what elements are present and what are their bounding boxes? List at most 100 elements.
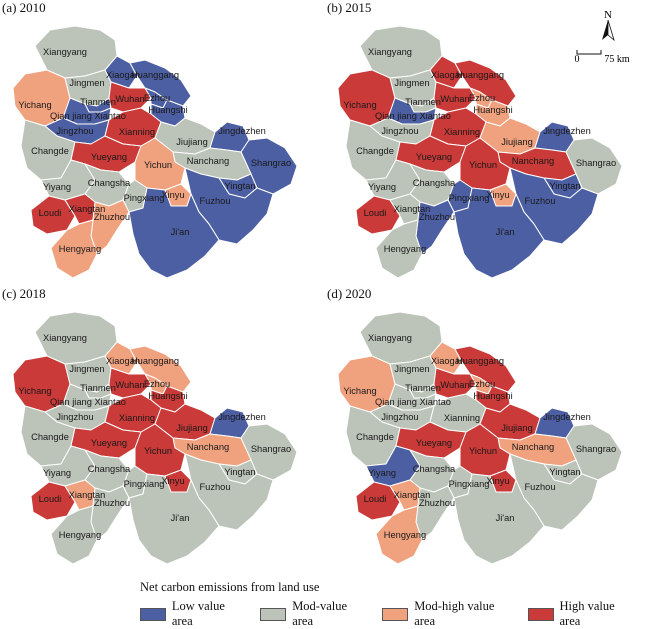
legend-label: High value area	[559, 599, 615, 628]
label-yueyang: Yueyang	[91, 152, 127, 162]
label-yichun: Yichun	[144, 446, 172, 456]
label-xiangyang: Xiangyang	[368, 333, 412, 343]
label-ezhou: Ezhou	[144, 379, 170, 389]
label-changsha: Changsha	[88, 178, 131, 188]
panel-title: (a) 2010	[2, 0, 46, 15]
region-hengyang	[375, 219, 423, 279]
label-yichang: Yichang	[18, 386, 51, 396]
label-yichang: Yichang	[343, 386, 376, 396]
label-xiangyang: Xiangyang	[43, 47, 87, 57]
label-changsha: Changsha	[413, 464, 456, 474]
label-xinyu: Xinyu	[161, 476, 184, 486]
label-yingtan: Yingtan	[549, 181, 580, 191]
label-yichang: Yichang	[343, 100, 376, 110]
label-xianning: Xianning	[444, 413, 480, 423]
map-panel-2015: (b) 2015 Xiangyang Yichang Jingmen Xiaogan H…	[325, 0, 650, 290]
label-fuzhou: Fuzhou	[199, 482, 230, 492]
label-xiaogan: Xiaogan	[431, 356, 465, 366]
label-ezhou: Ezhou	[469, 93, 495, 103]
label-xiaogan: Xiaogan	[106, 70, 140, 80]
legend-title: Net carbon emissions from land use	[140, 580, 320, 594]
label-wuhan: Wuhan	[115, 380, 144, 390]
label-hengyang: Hengyang	[59, 530, 101, 540]
region-jian	[453, 473, 545, 565]
legend-swatch-mod	[260, 607, 287, 621]
legend: Net carbon emissions from land use Low v…	[0, 580, 650, 628]
label-wuhan: Wuhan	[115, 94, 144, 104]
label-hengyang: Hengyang	[59, 244, 101, 254]
panel-title: (b) 2015	[327, 0, 372, 15]
label-qianjiangxiantao: Qian jiang Xiantao	[375, 397, 451, 407]
region-loudi	[30, 195, 76, 235]
label-jingmen: Jingmen	[394, 78, 429, 88]
label-jiujiang: Jiujiang	[176, 137, 208, 147]
north-arrow-shape-half	[607, 19, 615, 42]
label-xiangtan: Xiangtan	[69, 490, 106, 500]
label-changsha: Changsha	[88, 464, 131, 474]
label-jingdezhen: Jingdezhen	[543, 412, 591, 422]
label-loudi: Loudi	[39, 494, 62, 504]
label-fuzhou: Fuzhou	[524, 196, 555, 206]
label-xianning: Xianning	[119, 127, 155, 137]
label-jingdezhen: Jingdezhen	[218, 126, 266, 136]
label-xiangtan: Xiangtan	[394, 490, 431, 500]
scale-bar	[576, 50, 602, 55]
label-yichun: Yichun	[469, 160, 497, 170]
panel-title: (d) 2020	[327, 286, 372, 301]
legend-item-low: Low value area	[140, 599, 242, 629]
label-nanchang: Nanchang	[187, 442, 229, 452]
region-jian	[453, 187, 545, 279]
legend-item-high: High value area	[527, 599, 632, 629]
label-nanchang: Nanchang	[512, 156, 554, 166]
label-huanggang: Huanggang	[131, 70, 179, 80]
region-jian	[128, 473, 220, 565]
label-ezhou: Ezhou	[469, 379, 495, 389]
label-xinyu: Xinyu	[486, 190, 509, 200]
label-xiangtan: Xiangtan	[69, 204, 106, 214]
label-yiyang: Yiyang	[43, 468, 71, 478]
label-changde: Changde	[356, 146, 394, 156]
label-shangrao: Shangrao	[576, 158, 616, 168]
label-tianmen: Tianmen	[80, 383, 116, 393]
label-nanchang: Nanchang	[187, 156, 229, 166]
label-jingzhou: Jingzhou	[381, 126, 418, 136]
label-yueyang: Yueyang	[91, 438, 127, 448]
scale-label: 75 km	[604, 54, 630, 62]
label-pingxiang: Pingxiang	[449, 193, 490, 203]
legend-row: Low value area Mod-value area Mod-high v…	[140, 599, 650, 629]
label-xiangyang: Xiangyang	[43, 333, 87, 343]
label-yichun: Yichun	[469, 446, 497, 456]
label-jiujiang: Jiujiang	[176, 423, 208, 433]
label-huangshi: Huangshi	[148, 105, 187, 115]
map-panel-2010: (a) 2010 Xiangyang Yichang Jingmen Xiaogan H…	[0, 0, 325, 290]
label-xianning: Xianning	[119, 413, 155, 423]
label-nanchang: Nanchang	[512, 442, 554, 452]
label-yiyang: Yiyang	[368, 182, 396, 192]
label-zhuzhou: Zhuzhou	[419, 498, 455, 508]
map-panel-2018: (c) 2018 Xiangyang Yichang Jingmen Xiaogan H…	[0, 286, 325, 576]
label-qianjiangxiantao: Qian jiang Xiantao	[375, 111, 451, 121]
label-jiujiang: Jiujiang	[501, 423, 533, 433]
label-zhuzhou: Zhuzhou	[94, 498, 130, 508]
label-jian: Ji'an	[496, 513, 515, 523]
label-ezhou: Ezhou	[144, 93, 170, 103]
label-huangshi: Huangshi	[473, 391, 512, 401]
label-yiyang: Yiyang	[43, 182, 71, 192]
legend-label: Mod-high value area	[414, 599, 495, 628]
north-label: N	[604, 9, 612, 21]
label-jingmen: Jingmen	[394, 364, 429, 374]
label-yueyang: Yueyang	[416, 152, 452, 162]
label-tianmen: Tianmen	[80, 97, 116, 107]
label-jian: Ji'an	[171, 227, 190, 237]
label-zhuzhou: Zhuzhou	[94, 212, 130, 222]
label-huanggang: Huanggang	[456, 356, 504, 366]
label-yiyang: Yiyang	[368, 468, 396, 478]
label-changde: Changde	[356, 432, 394, 442]
label-jingmen: Jingmen	[69, 364, 104, 374]
label-tianmen: Tianmen	[405, 383, 441, 393]
label-wuhan: Wuhan	[440, 380, 469, 390]
label-jian: Ji'an	[171, 513, 190, 523]
